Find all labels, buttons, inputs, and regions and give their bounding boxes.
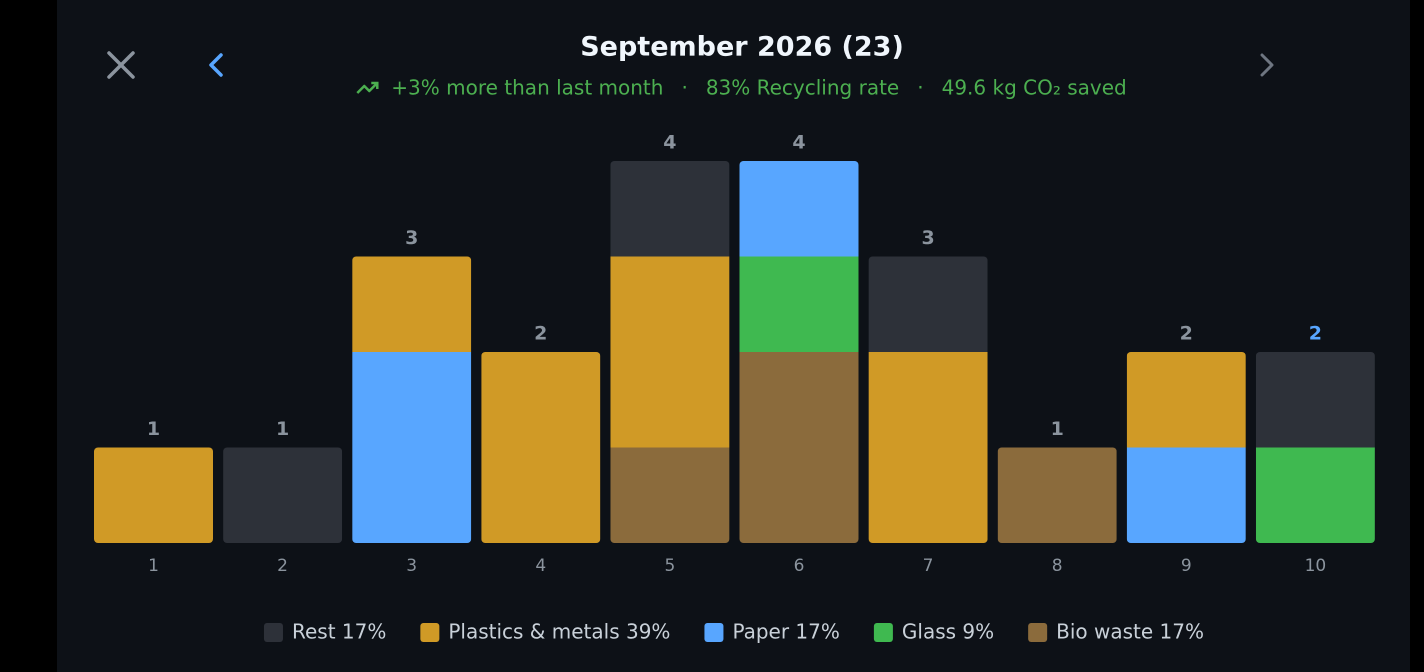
bar-total: 2 xyxy=(1180,323,1193,345)
bar-segment xyxy=(1255,352,1375,448)
bar-stack xyxy=(1255,352,1375,543)
subtitle-item: +3% more than last month xyxy=(391,76,663,100)
bar-stack xyxy=(94,447,213,543)
legend-swatch xyxy=(873,623,893,642)
bar-segment xyxy=(94,447,213,543)
bar-segment xyxy=(1126,447,1246,543)
bar-stack xyxy=(739,161,859,543)
x-tick-label: 7 xyxy=(923,556,934,576)
bar-segment xyxy=(1126,352,1246,448)
bar-total: 2 xyxy=(534,323,547,345)
separator: · xyxy=(681,76,687,100)
bar-segment xyxy=(739,161,859,257)
bar-segment xyxy=(481,352,601,543)
title: September 2026 (23) xyxy=(580,32,904,63)
bars: 1 1 1 2 3 3 2 4 4 5 4 6 3 7 1 8 2 9 2 10 xyxy=(94,132,1375,576)
legend-label: Rest 17% xyxy=(292,620,386,644)
bar-segment xyxy=(610,256,730,448)
legend-swatch xyxy=(263,623,283,642)
bar-stack xyxy=(1126,352,1246,543)
bar-stack xyxy=(610,161,730,543)
bar-segment xyxy=(868,256,988,352)
close-icon xyxy=(107,51,135,79)
panel xyxy=(57,0,1410,672)
bar-total: 2 xyxy=(1309,323,1322,345)
x-tick-label: 9 xyxy=(1181,556,1192,576)
bar-total: 3 xyxy=(405,227,418,249)
subtitle: +3% more than last month · 83% Recycling r… xyxy=(356,76,1127,100)
bar-segment xyxy=(610,447,730,543)
bar-total: 1 xyxy=(147,418,160,440)
bar-segment xyxy=(223,447,343,543)
x-tick-label: 6 xyxy=(794,556,805,576)
next-button[interactable] xyxy=(1260,53,1274,77)
subtitle-item: 49.6 kg CO₂ saved xyxy=(942,76,1127,100)
bar-segment xyxy=(868,352,988,543)
trend-icon xyxy=(371,81,379,89)
x-tick-label: 5 xyxy=(664,556,675,576)
bar-stack xyxy=(352,256,472,543)
bar-segment xyxy=(739,352,859,543)
legend: Rest 17% Plastics & metals 39% Paper 17% Gl… xyxy=(263,620,1204,644)
subtitle-item: 83% Recycling rate xyxy=(706,76,899,100)
bar-segment xyxy=(997,447,1117,543)
x-tick-label: 1 xyxy=(148,556,159,576)
legend-label: Bio waste 17% xyxy=(1056,620,1204,644)
legend-label: Paper 17% xyxy=(732,620,839,644)
close-button[interactable] xyxy=(107,51,135,79)
bar-segment xyxy=(352,352,472,543)
bar-segment xyxy=(352,256,472,352)
bar-segment xyxy=(739,256,859,352)
bar-total: 3 xyxy=(921,227,934,249)
bar-total: 4 xyxy=(663,132,676,154)
bar-total: 1 xyxy=(276,418,289,440)
bar-stack xyxy=(868,256,988,543)
prev-button[interactable] xyxy=(209,53,223,77)
separator: · xyxy=(917,76,923,100)
bar-total: 4 xyxy=(792,132,805,154)
bar-segment xyxy=(610,161,730,257)
legend-swatch xyxy=(1028,623,1048,642)
bar-total: 1 xyxy=(1051,418,1064,440)
bar-stack xyxy=(223,447,343,543)
bar-segment xyxy=(1255,447,1375,543)
bar-stack xyxy=(481,352,601,543)
x-tick-label: 2 xyxy=(277,556,288,576)
legend-swatch xyxy=(704,623,724,642)
trend-icon xyxy=(356,82,379,94)
x-tick-label: 8 xyxy=(1052,556,1063,576)
legend-label: Plastics & metals 39% xyxy=(448,620,670,644)
x-tick-label: 10 xyxy=(1305,556,1327,576)
legend-label: Glass 9% xyxy=(902,620,994,644)
x-tick-label: 3 xyxy=(406,556,417,576)
legend-swatch xyxy=(420,623,440,642)
x-tick-label: 4 xyxy=(535,556,546,576)
bar-stack xyxy=(997,447,1117,543)
